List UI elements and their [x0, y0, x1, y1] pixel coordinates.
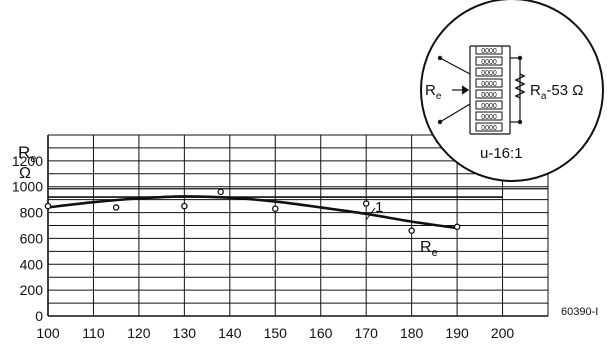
inset-terminal-bottom-right: [517, 119, 523, 125]
coil-box: [475, 89, 503, 99]
data-point: [44, 202, 52, 210]
coil-label: 0000: [481, 59, 497, 66]
data-point: [181, 202, 188, 210]
series-curve-re: [47, 195, 458, 230]
y-tick-label: 800: [20, 205, 44, 221]
coil-label: 0000: [481, 70, 497, 77]
data-point: [453, 223, 461, 231]
inset-wiring: [439, 45, 526, 135]
inset-circle: [420, 0, 604, 182]
y-tick-label: 0: [35, 308, 43, 324]
coil-box: [475, 122, 503, 132]
coil-box: [475, 78, 503, 88]
x-tick-label: 120: [127, 325, 151, 341]
y-tick-label: 200: [20, 282, 44, 298]
data-point: [112, 204, 120, 211]
inset-left-label-subscript: e: [436, 91, 442, 102]
coil-box: [475, 100, 503, 110]
data-point: [408, 227, 415, 234]
inset-left-label: Re: [425, 82, 442, 102]
x-tick-label: 100: [36, 325, 60, 341]
y-tick-label: 1200: [12, 153, 43, 169]
data-point: [362, 200, 370, 207]
inset-terminal-top-right: [517, 55, 523, 61]
coil-label: 0000: [481, 92, 497, 99]
x-tick-label: 140: [218, 325, 242, 341]
curve-label: Re: [420, 239, 438, 259]
coil-label: 0000: [481, 103, 497, 110]
data-point: [217, 188, 224, 196]
y-axis-tick-labels: 0 200 400 600 800 1000 1200: [12, 153, 43, 324]
coil-label: 0000: [481, 125, 497, 132]
coil-label: 0000: [481, 114, 497, 121]
line-label: 1: [375, 199, 383, 216]
y-axis-symbol-subscript: e: [30, 153, 36, 165]
y-axis-symbol-main: R: [18, 143, 30, 162]
x-tick-label: 130: [173, 325, 197, 341]
y-tick-label: 600: [20, 230, 44, 246]
coil-label: 0000: [481, 48, 497, 55]
curve-label-subscript: e: [432, 247, 438, 259]
x-tick-label: 110: [82, 325, 105, 341]
x-tick-label: 180: [400, 325, 424, 341]
coil-label: 0000: [481, 81, 497, 88]
inset-right-label-main: R: [530, 82, 541, 99]
y-axis-symbol: Re: [18, 143, 36, 165]
figure-code: 60390-I: [561, 306, 598, 318]
inset-left-label-main: R: [425, 82, 436, 99]
inset-ratio-label: u-16:1: [480, 145, 523, 162]
transformer-coils: 0000 0000 0000 0000 0000 0000 0000 0000: [475, 45, 503, 132]
coil-box: [475, 67, 503, 77]
x-tick-label: 150: [264, 325, 288, 341]
x-tick-label: 190: [445, 325, 469, 341]
x-tick-label: 170: [355, 325, 379, 341]
x-axis-tick-labels: 100 110 120 130 140 150 160 170 180 190 200: [36, 325, 514, 341]
data-points: [44, 188, 461, 234]
inset-right-label-value: -53 Ω: [546, 82, 583, 99]
x-tick-label: 200: [491, 325, 515, 341]
curve-label-main: R: [420, 239, 432, 256]
coil-box: [475, 111, 503, 121]
inset-schematic: 0000 0000 0000 0000 0000 0000 0000 0000 Re Ra-5…: [420, 0, 604, 182]
series-layer: [47, 188, 548, 230]
inset-right-label-subscript: a: [541, 91, 547, 102]
y-tick-label: 400: [20, 256, 44, 272]
x-tick-label: 160: [309, 325, 333, 341]
line-label-leader: [365, 207, 376, 221]
data-point: [272, 205, 279, 212]
figure-code-box: [559, 304, 605, 318]
inset-terminal-top-left: [437, 55, 443, 61]
coil-box: [475, 56, 503, 66]
inset-terminal-bottom-left: [437, 119, 443, 125]
inset-right-label: Ra-53 Ω: [530, 82, 583, 102]
y-axis-unit: Ω: [19, 165, 31, 182]
y-tick-label: 1000: [12, 179, 43, 195]
